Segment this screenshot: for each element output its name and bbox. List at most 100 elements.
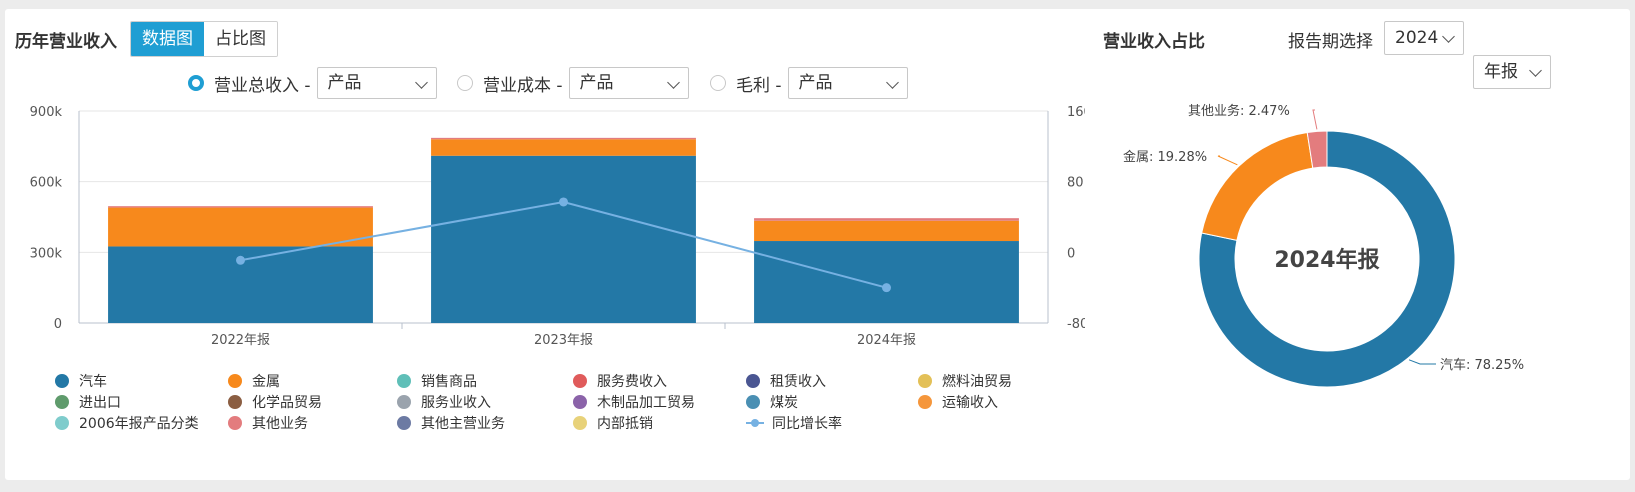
- radio-gross-profit[interactable]: [710, 75, 726, 91]
- chevron-down-icon: [1442, 30, 1455, 43]
- legend-item[interactable]: 燃料油贸易: [918, 371, 1012, 391]
- cost-dimension-select[interactable]: 产品: [568, 67, 689, 99]
- radio-revenue[interactable]: [188, 75, 204, 91]
- bar-segment: [431, 137, 696, 140]
- y-left-tick-label: 900k: [30, 105, 63, 120]
- view-tabs: 数据图 占比图: [130, 21, 278, 57]
- tab-ratio-chart[interactable]: 占比图: [204, 22, 277, 56]
- gross-profit-dimension-value: 产品: [798, 73, 833, 93]
- legend-item[interactable]: 运输收入: [918, 392, 998, 412]
- y-left-tick-label: 600k: [30, 176, 63, 191]
- legend-item[interactable]: 煤炭: [746, 392, 798, 412]
- x-tick-label: 2022年报: [211, 333, 270, 348]
- legend-item[interactable]: 服务费收入: [573, 371, 667, 391]
- legend-swatch: [55, 416, 69, 430]
- slice-leader-line: [1217, 155, 1238, 166]
- filter-cost: 营业成本 - 产品: [457, 67, 689, 99]
- legend-label: 化学品贸易: [252, 395, 322, 411]
- revenue-dimension-select[interactable]: 产品: [316, 67, 437, 99]
- slice-leader-line: [1408, 359, 1436, 365]
- legend-label: 进出口: [79, 395, 121, 411]
- cost-dimension-value: 产品: [579, 73, 614, 93]
- legend-swatch: [397, 395, 411, 409]
- bar-segment: [108, 207, 373, 247]
- radio-cost-label: 营业成本 -: [483, 75, 563, 96]
- radio-gross-profit-label: 毛利 -: [736, 75, 782, 96]
- right-title: 营业收入占比: [1103, 32, 1205, 52]
- legend-swatch: [918, 395, 932, 409]
- legend-item[interactable]: 租赁收入: [746, 371, 826, 391]
- slice-leader-line: [1312, 109, 1318, 130]
- legend-label: 汽车: [79, 374, 107, 390]
- legend-swatch: [228, 416, 242, 430]
- donut-slice: [1306, 130, 1328, 169]
- legend-item[interactable]: 木制品加工贸易: [573, 392, 695, 412]
- legend-swatch: [918, 374, 932, 388]
- legend-label: 其他业务: [252, 416, 308, 432]
- legend-label: 内部抵销: [597, 416, 653, 432]
- legend-item[interactable]: 金属: [228, 371, 280, 391]
- legend-item[interactable]: 汽车: [55, 371, 107, 391]
- legend-label: 其他主营业务: [421, 416, 505, 432]
- bar-segment: [754, 220, 1019, 242]
- legend-item[interactable]: 化学品贸易: [228, 392, 322, 412]
- legend-label: 服务费收入: [597, 374, 667, 390]
- legend-item[interactable]: 同比增长率: [746, 413, 842, 433]
- legend-swatch: [228, 374, 242, 388]
- legend-swatch: [397, 374, 411, 388]
- bar-segment: [754, 241, 1019, 323]
- growth-rate-point: [559, 197, 568, 207]
- legend-line-icon: [746, 416, 764, 430]
- left-title: 历年营业收入: [15, 32, 117, 52]
- bar-segment: [108, 206, 373, 208]
- legend-swatch: [228, 395, 242, 409]
- radio-revenue-label: 营业总收入 -: [214, 75, 311, 96]
- legend-item[interactable]: 销售商品: [397, 371, 477, 391]
- x-tick-label: 2023年报: [534, 333, 593, 348]
- legend-swatch: [573, 374, 587, 388]
- legend-item[interactable]: 其他业务: [228, 413, 308, 433]
- legend-item[interactable]: 2006年报产品分类: [55, 413, 199, 433]
- bar-segment: [431, 155, 696, 323]
- period-type-value: 年报: [1484, 62, 1518, 82]
- y-right-tick-label: 0: [1067, 246, 1075, 261]
- y-right-tick-label: 80: [1067, 176, 1084, 191]
- y-left-tick-label: 300k: [30, 246, 63, 261]
- legend-label: 租赁收入: [770, 374, 826, 390]
- x-tick-label: 2024年报: [857, 333, 916, 348]
- slice-label: 汽车: 78.25%: [1440, 357, 1524, 373]
- donut-slice: [1201, 131, 1314, 241]
- legend-label: 2006年报产品分类: [79, 416, 199, 432]
- tab-data-chart[interactable]: 数据图: [131, 22, 204, 56]
- legend-item[interactable]: 进出口: [55, 392, 121, 412]
- legend-item[interactable]: 服务业收入: [397, 392, 491, 412]
- radio-cost[interactable]: [457, 75, 473, 91]
- revenue-bar-chart: 0 300k 600k 900k -80 0 80 160 2022年报 2023年报 2024年报: [30, 105, 1085, 348]
- legend-label: 燃料油贸易: [942, 374, 1012, 390]
- period-label: 报告期选择: [1288, 32, 1373, 52]
- growth-rate-point: [882, 283, 891, 293]
- revenue-share-donut: 汽车: 78.25% 金属: 19.28% 其他业务: 2.47% 2024年报: [1123, 103, 1524, 388]
- legend-swatch: [55, 374, 69, 388]
- revenue-panel: 历年营业收入 数据图 占比图 营业总收入 - 产品 营业成本 - 产品 毛利 -…: [5, 9, 1630, 480]
- legend-swatch: [397, 416, 411, 430]
- donut-slice: [1198, 130, 1456, 388]
- legend-swatch: [573, 416, 587, 430]
- period-type-select[interactable]: 年报: [1473, 55, 1551, 89]
- legend-item[interactable]: 其他主营业务: [397, 413, 505, 433]
- legend-item[interactable]: 内部抵销: [573, 413, 653, 433]
- legend-swatch: [573, 395, 587, 409]
- legend-label: 运输收入: [942, 395, 998, 411]
- year-value: 2024: [1395, 28, 1439, 48]
- legend-label: 服务业收入: [421, 395, 491, 411]
- year-select[interactable]: 2024: [1384, 21, 1464, 55]
- y-right-tick-label: -80: [1067, 317, 1085, 332]
- legend-swatch: [746, 395, 760, 409]
- legend-label: 销售商品: [421, 374, 477, 390]
- bar-segment: [431, 139, 696, 156]
- legend-swatch: [746, 374, 760, 388]
- legend-label: 木制品加工贸易: [597, 395, 695, 411]
- gross-profit-dimension-select[interactable]: 产品: [787, 67, 908, 99]
- legend-label: 同比增长率: [772, 416, 842, 432]
- filter-revenue: 营业总收入 - 产品: [188, 67, 437, 99]
